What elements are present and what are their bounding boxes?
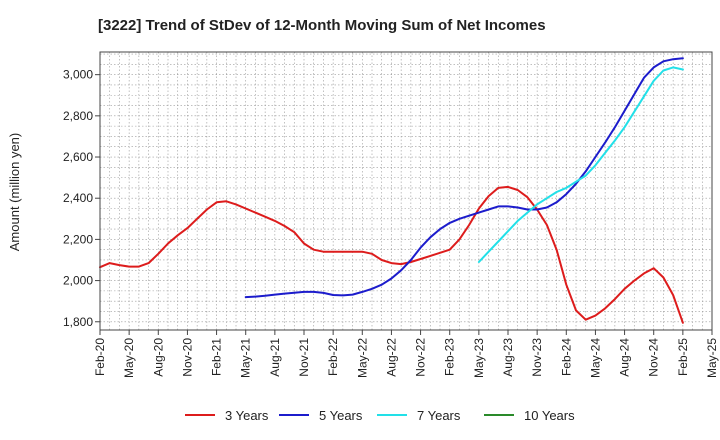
y-tick-label: 3,000 <box>63 68 93 82</box>
x-tick-label: May-20 <box>122 338 136 378</box>
x-tick-label: Aug-23 <box>501 338 515 377</box>
y-tick-label: 2,400 <box>63 191 93 205</box>
plot-area <box>100 52 712 330</box>
x-tick-label: Aug-22 <box>384 338 398 377</box>
x-tick-label: Feb-24 <box>559 338 573 376</box>
y-tick-label: 2,200 <box>63 232 93 246</box>
legend: 3 Years 5 Years 7 Years 10 Years <box>185 408 575 423</box>
x-tick-label: Feb-25 <box>676 338 690 376</box>
series-line-5-years <box>244 57 684 299</box>
y-axis-title: Amount (million yen) <box>7 133 22 252</box>
y-tick-label: 1,800 <box>63 315 93 329</box>
x-tick-label: Feb-21 <box>210 338 224 376</box>
x-tick-label: May-23 <box>472 338 486 378</box>
series-line-7-years <box>477 66 684 263</box>
x-tick-label: Aug-21 <box>268 338 282 377</box>
x-tick-label: Aug-24 <box>618 338 632 377</box>
x-tick-label: Feb-23 <box>443 338 457 376</box>
plot-border <box>99 51 713 331</box>
x-tick-label: Feb-20 <box>93 338 107 376</box>
x-axis: Feb-20 May-20 Aug-20 Nov-20 Feb-21 May-21 Aug-… <box>93 330 719 378</box>
legend-label-7-years: 7 Years <box>417 408 461 423</box>
x-tick-label: Nov-20 <box>180 338 194 377</box>
y-tick-label: 2,800 <box>63 109 93 123</box>
x-tick-label: May-24 <box>588 338 602 378</box>
series-layer <box>99 57 684 324</box>
series-line-3-years <box>99 185 684 324</box>
y-axis: 1,800 2,000 2,200 2,400 2,600 2,800 3,000 <box>63 68 100 329</box>
x-tick-label: May-21 <box>239 338 253 378</box>
x-tick-label: May-25 <box>705 338 719 378</box>
x-tick-label: Nov-23 <box>530 338 544 377</box>
y-tick-label: 2,000 <box>63 274 93 288</box>
x-tick-label: Aug-20 <box>151 338 165 377</box>
legend-label-5-years: 5 Years <box>319 408 363 423</box>
x-tick-label: Nov-21 <box>297 338 311 377</box>
legend-label-10-years: 10 Years <box>524 408 575 423</box>
grid <box>100 52 712 330</box>
y-tick-label: 2,600 <box>63 150 93 164</box>
x-tick-label: May-22 <box>355 338 369 378</box>
x-tick-label: Nov-24 <box>647 338 661 377</box>
x-tick-label: Feb-22 <box>326 338 340 376</box>
legend-label-3-years: 3 Years <box>225 408 269 423</box>
chart-title: [3222] Trend of StDev of 12-Month Moving… <box>98 17 546 34</box>
x-tick-label: Nov-22 <box>414 338 428 377</box>
